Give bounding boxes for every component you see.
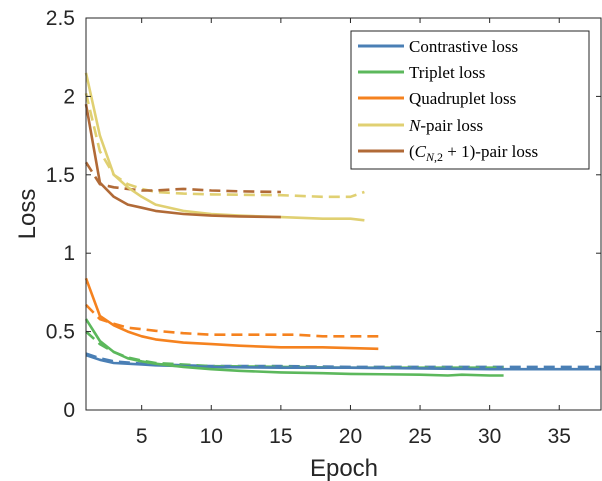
plot-lines [84,72,601,377]
series-4-training-line [84,103,281,219]
y-tick-label: 1.5 [46,164,75,187]
series-2-training-line [84,277,379,351]
series-0-training-line [85,353,601,371]
x-axis-label: Epoch [310,455,378,481]
y-tick-label: 2 [63,85,75,108]
x-tick-label: 10 [200,425,223,448]
series-2-validation-line [85,303,379,338]
legend-box [350,30,590,170]
legend: Contrastive loss Triplet loss Quadruplet… [350,30,590,170]
y-tick-label: 0.5 [46,321,75,344]
legend-label: N-pair loss [408,116,483,135]
legend-entry-quadruplet: Quadruplet loss [358,89,516,108]
legend-entry-n-pair: N-pair loss [358,116,483,135]
y-axis-label: Loss [14,189,41,240]
x-tick-label: 20 [339,425,362,448]
legend-label: Quadruplet loss [409,89,516,108]
x-tick-label: 35 [548,425,571,448]
legend-entry-contrastive: Contrastive loss [358,37,518,56]
series-1-training-line [84,318,504,377]
series-4-validation-line [84,161,281,194]
y-tick-label: 0 [63,399,75,422]
legend-entry-triplet: Triplet loss [358,63,485,82]
axis-ticks: 5 10 15 20 25 30 35 0 0.5 1 1.5 2 2.5 [46,7,601,448]
x-tick-label: 5 [136,425,148,448]
x-tick-label: 15 [269,425,292,448]
series-3-training-line [84,72,365,222]
x-tick-label: 30 [478,425,501,448]
series-3-validation-line [84,92,365,199]
y-tick-label: 1 [63,242,75,265]
axes-box [85,17,602,411]
legend-label: Contrastive loss [409,37,518,56]
x-tick-label: 25 [408,425,431,448]
legend-label: Triplet loss [409,63,485,82]
y-tick-label: 2.5 [46,7,75,30]
